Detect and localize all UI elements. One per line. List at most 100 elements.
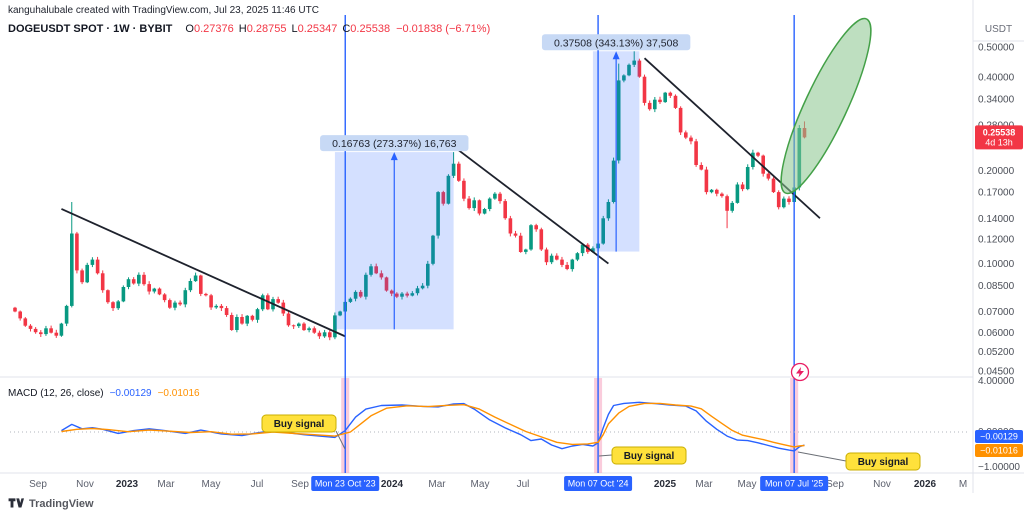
candle-body — [771, 178, 776, 193]
candle-body — [302, 323, 306, 331]
candle-body — [611, 160, 616, 202]
macd-signal-line — [61, 402, 805, 448]
price-tick: 0.50000 — [978, 43, 1015, 54]
last-price-value: 0.25538 — [983, 127, 1016, 137]
candle-body — [338, 311, 342, 316]
candle-body — [245, 315, 249, 324]
candle-body — [709, 189, 714, 193]
candle-body — [560, 259, 564, 265]
date-badge[interactable] — [311, 476, 380, 491]
year-tick: 2023 — [116, 479, 139, 490]
date-badge-text: Mon 23 Oct '23 — [315, 479, 376, 489]
month-tick: Jul — [251, 479, 264, 490]
candle-body — [80, 270, 84, 283]
candle-body — [168, 300, 172, 308]
tradingview-watermark[interactable]: TradingView — [8, 497, 94, 510]
candle-body — [529, 225, 533, 250]
date-badge-text: Mon 07 Jul '25 — [765, 479, 823, 489]
candle-body — [162, 294, 167, 301]
macd-value: −0.00129 — [109, 388, 152, 399]
candle-body — [95, 259, 100, 274]
macd-value-badge — [975, 430, 1023, 443]
measure-label: 0.16763 (273.37%) 16,763 — [332, 138, 457, 150]
candle-body — [204, 293, 208, 296]
candle-body — [276, 299, 280, 303]
candle-body — [348, 298, 353, 302]
measure-label-bg — [541, 34, 691, 51]
candle-body — [637, 60, 642, 77]
date-badge-text: Mon 07 Oct '24 — [568, 479, 629, 489]
month-tick: May — [471, 479, 490, 490]
buy-signal-tag[interactable] — [261, 414, 337, 433]
candle-body — [219, 305, 224, 309]
candle-body — [735, 184, 740, 203]
candle-body — [539, 229, 544, 250]
symbol-title[interactable]: DOGEUSDT SPOT · 1W · BYBIT — [8, 23, 173, 35]
candle-body — [369, 266, 373, 275]
candle-body — [601, 218, 605, 244]
candle-body — [333, 315, 337, 338]
macd-tick: −1.00000 — [978, 462, 1020, 473]
macd-tick: 4.00000 — [978, 376, 1015, 387]
candle-body — [384, 277, 389, 291]
lightning-bolt-icon — [796, 367, 804, 378]
candle-body — [627, 64, 631, 76]
candle-body — [477, 200, 482, 214]
candle-body — [555, 255, 559, 260]
buy-signal-tag[interactable] — [611, 446, 687, 465]
date-badge[interactable] — [760, 476, 829, 491]
candle-body — [591, 248, 595, 252]
candle-body — [518, 235, 523, 252]
high-value: 0.28755 — [246, 23, 287, 35]
date-badge[interactable] — [564, 476, 633, 491]
attribution-text: kanguhalubale created with TradingView.c… — [8, 5, 319, 16]
candle-body — [121, 287, 126, 302]
price-tick: 0.05200 — [978, 347, 1015, 358]
month-tick: Sep — [291, 479, 309, 490]
candle-body — [575, 253, 580, 260]
candle-body — [28, 325, 33, 329]
candle-body — [493, 193, 497, 199]
trendline[interactable] — [458, 149, 609, 265]
price-tick: 0.10000 — [978, 259, 1015, 270]
price-tick: 0.12000 — [978, 235, 1015, 246]
candle-body — [364, 274, 368, 297]
buy-signal-tag-text: Buy signal — [274, 419, 325, 430]
candle-body — [54, 332, 59, 336]
candle-body — [673, 95, 678, 108]
tradingview-logo-icon — [8, 498, 24, 508]
macd-header: MACD (12, 26, close) −0.00129 −0.01016 — [8, 388, 200, 399]
measure-label: 0.37508 (343.13%) 37,508 — [554, 37, 679, 49]
candle-body — [291, 325, 296, 327]
candle-body — [694, 141, 698, 165]
macd-badge-text: −0.01016 — [980, 446, 1018, 456]
month-tick: Sep — [826, 479, 844, 490]
candle-body — [740, 184, 745, 190]
candle-body — [616, 80, 621, 161]
candle-body — [632, 60, 636, 65]
candle-body — [678, 107, 683, 133]
open-label: O — [185, 23, 194, 35]
price-tick: 0.14000 — [978, 214, 1015, 225]
month-tick: Nov — [76, 479, 94, 490]
macd-title[interactable]: MACD (12, 26, close) — [8, 388, 104, 399]
trendline[interactable] — [61, 208, 346, 338]
candle-body — [23, 318, 28, 326]
candle-body — [250, 315, 255, 320]
low-label: L — [291, 23, 298, 35]
buy-signal-tag[interactable] — [845, 452, 921, 471]
candle-body — [451, 163, 456, 176]
candle-body — [39, 332, 43, 335]
candle-body — [240, 317, 244, 324]
change-value: −0.01838 (−6.71%) — [396, 23, 491, 35]
price-tick: 0.34000 — [978, 94, 1015, 105]
projection-ellipse[interactable] — [766, 10, 885, 202]
candle-body — [209, 295, 213, 308]
macd-signal-value: −0.01016 — [157, 388, 200, 399]
price-tick: 0.08500 — [978, 281, 1015, 292]
candle-body — [70, 233, 74, 306]
price-axis-currency[interactable]: USDT — [984, 24, 1013, 35]
candle-body — [549, 255, 554, 263]
